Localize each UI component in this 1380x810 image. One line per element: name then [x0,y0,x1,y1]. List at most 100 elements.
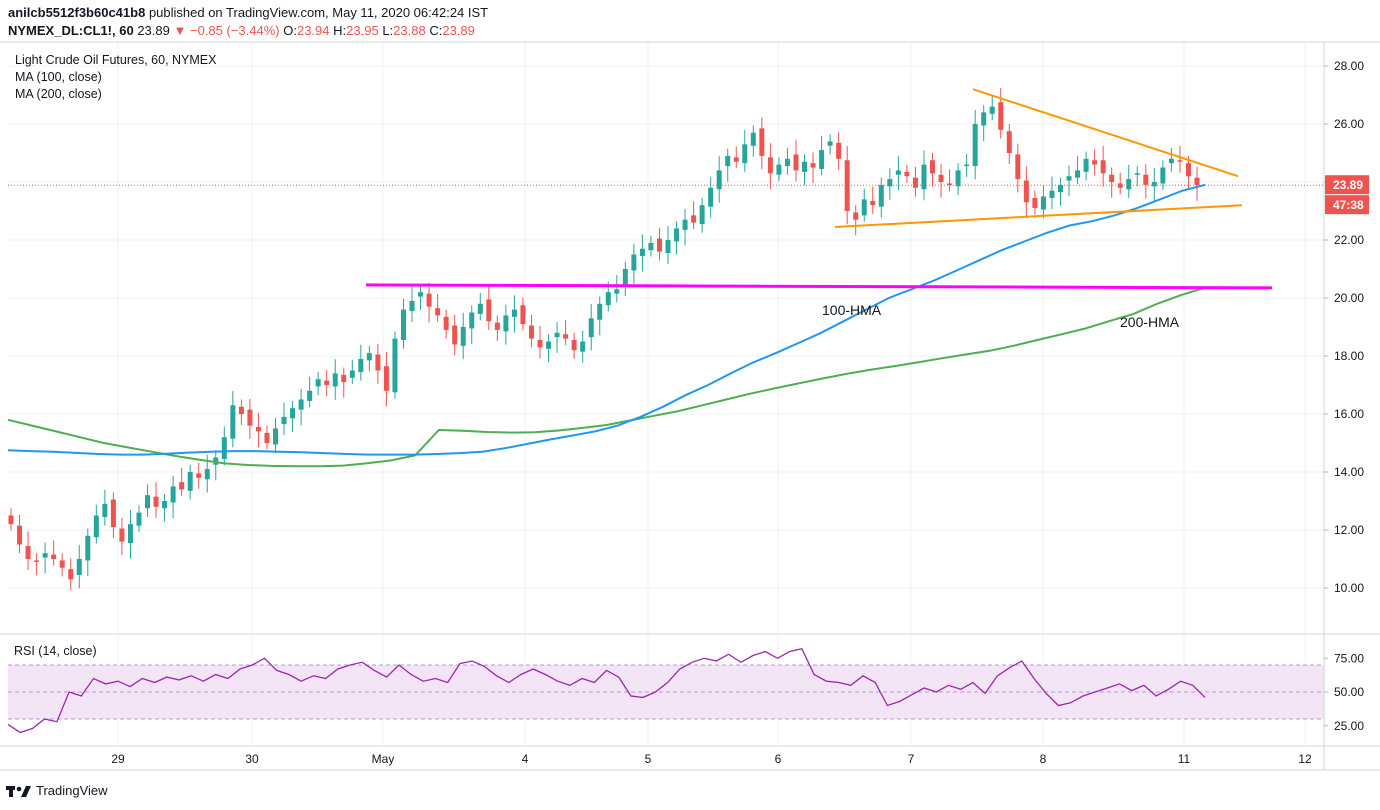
rsi-legend[interactable]: RSI (14, close) [14,644,97,658]
candle [247,409,253,426]
time-tick: 29 [111,752,125,766]
upper-trendline [972,88,1239,178]
ma100-legend[interactable]: MA (100, close) [15,70,102,84]
candle [742,144,748,164]
candle [1134,173,1140,175]
candle [1092,160,1098,165]
candle [819,150,825,169]
candle [68,569,74,580]
hma-100-line [7,183,1206,456]
candles [8,88,1200,591]
ma200-legend[interactable]: MA (200, close) [15,87,102,101]
candle [1143,174,1149,185]
publisher-username[interactable]: anilcb5512f3b60c41b8 [8,5,146,20]
low-value: 23.88 [393,23,426,38]
ohlc-header: NYMEX_DL:CL1!, 60 23.89 ▼ −0.85 (−3.44%)… [8,23,475,38]
candle [1185,163,1191,177]
candle [358,358,364,372]
time-tick: 8 [1040,752,1047,766]
candle [204,469,210,480]
candle [93,515,99,538]
candle [1100,160,1106,174]
candle [469,312,475,329]
candle [238,406,244,414]
candle [127,524,133,544]
tradingview-brand: TradingView [36,783,108,798]
candle [511,309,517,317]
candle [631,254,637,271]
candle [51,554,57,559]
chart-frame [0,41,1380,771]
time-axis[interactable]: 29 30 May 4 5 6 7 8 11 12 [111,752,1312,766]
candle [972,124,978,167]
candle [708,187,714,207]
candle [588,318,594,338]
candle [1015,154,1021,180]
candle [324,380,330,385]
price-tick: 16.00 [1334,407,1364,421]
time-tick: 7 [908,752,915,766]
rsi-tick: 50.00 [1334,685,1364,699]
candle [853,212,859,220]
price-tick: 18.00 [1334,349,1364,363]
countdown-tag-text: 47:38 [1333,198,1364,212]
candle [409,300,415,312]
candle [307,390,313,401]
candle [836,142,842,159]
candle [1023,180,1029,203]
candle [486,299,492,322]
candle [1066,176,1072,181]
candle [1032,197,1038,209]
candle [332,373,338,387]
rsi-guides [8,664,1324,720]
rsi-axis[interactable]: 25.00 50.00 75.00 [1324,651,1364,733]
low-label: L: [382,23,394,38]
candle [349,370,355,378]
candle [665,240,671,254]
candle [767,157,773,174]
price-tick: 14.00 [1334,465,1364,479]
symbol-label[interactable]: NYMEX_DL:CL1!, 60 [8,23,134,38]
price-tick: 28.00 [1334,59,1364,73]
candle [563,334,569,339]
candle [230,405,236,439]
instrument-title[interactable]: Light Crude Oil Futures, 60, NYMEX [15,53,217,67]
candle [750,132,756,146]
last-price-tag-text: 23.89 [1333,178,1363,192]
candle [810,163,816,168]
candle [452,325,458,345]
tradingview-logo[interactable]: TradingView [6,783,108,798]
candle [759,128,765,156]
candle [776,164,782,175]
candle [1075,170,1081,178]
candle [85,535,91,561]
candle [1177,160,1183,162]
price-axis[interactable]: 10.0012.0014.0016.0018.0020.0022.0024.00… [1324,59,1364,595]
close-label: C: [429,23,443,38]
candle [827,141,833,146]
hma-200-label: 200-HMA [1120,314,1180,330]
price-tick: 22.00 [1334,233,1364,247]
candle [520,305,526,325]
candle [733,157,739,162]
candle [255,427,261,432]
candle [119,528,125,542]
candle [76,559,82,575]
candle [426,293,432,307]
candle [400,309,406,341]
candle [153,496,159,507]
tradingview-logo-icon [6,785,31,797]
candle [605,292,611,306]
open-label: O: [283,23,297,38]
time-tick: 5 [645,752,652,766]
candle [213,457,219,465]
candle [921,164,927,190]
candle [546,341,552,349]
candle [639,248,645,256]
candle [1006,131,1012,153]
rsi-tick: 25.00 [1334,719,1364,733]
candle [682,219,688,230]
candle [554,332,560,338]
high-label: H: [333,23,347,38]
